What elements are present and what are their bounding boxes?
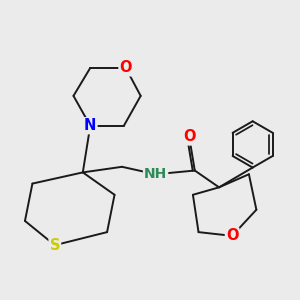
Text: O: O [183,129,195,144]
Text: NH: NH [144,167,167,181]
Text: O: O [226,228,239,243]
Text: S: S [50,238,60,253]
Text: O: O [119,60,132,75]
Text: N: N [84,118,97,133]
